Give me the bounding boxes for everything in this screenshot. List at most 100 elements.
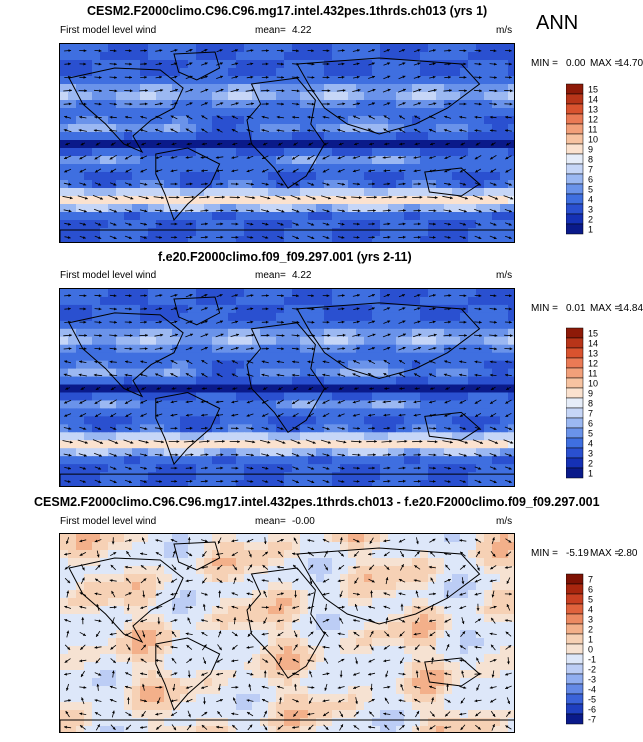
panel-3-max-label: MAX = (590, 548, 621, 559)
colorbar-tick-label: -4 (588, 685, 596, 695)
colorbar-swatch (566, 93, 584, 105)
colorbar-tick-label: 5 (588, 429, 593, 439)
colorbar-tick-label: 1 (588, 469, 593, 479)
colorbar-swatch (566, 163, 584, 175)
colorbar-tick-label: 5 (588, 595, 593, 605)
colorbar-swatch (566, 397, 584, 409)
colorbar-tick-label: 7 (588, 409, 593, 419)
colorbar-tick-label: 9 (588, 145, 593, 155)
colorbar-swatch (566, 467, 584, 479)
colorbar-tick-label: 6 (588, 175, 593, 185)
panel-1-min-label: MIN = (531, 58, 558, 69)
panel-3-field-label: First model level wind (60, 516, 157, 527)
colorbar-tick-label: -2 (588, 665, 596, 675)
panel-2-min-label: MIN = (531, 303, 558, 314)
colorbar-tick-label: 9 (588, 389, 593, 399)
colorbar-tick-label: 5 (588, 185, 593, 195)
colorbar-swatch (566, 653, 584, 665)
colorbar-tick-label: 2 (588, 459, 593, 469)
colorbar-swatch (566, 703, 584, 715)
colorbar-swatch (566, 623, 584, 635)
wind-vectors (62, 49, 514, 240)
colorbar-swatch (566, 143, 584, 155)
colorbar-swatch (566, 103, 584, 115)
panel-3-min-label: MIN = (531, 548, 558, 559)
colorbar-swatch (566, 347, 584, 359)
panel-2-units: m/s (496, 270, 513, 281)
colorbar-tick-label: 2 (588, 625, 593, 635)
colorbar-tick-label: 8 (588, 155, 593, 165)
colorbar-swatch (566, 457, 584, 469)
colorbar-swatch (566, 693, 584, 705)
map-shading (60, 534, 514, 732)
colorbar-tick-label: 7 (588, 165, 593, 175)
colorbar-tick-label: 11 (588, 125, 597, 135)
panel-1-wind-map (59, 43, 515, 243)
colorbar-swatch (566, 387, 584, 399)
panel-3-mean-label: mean= (255, 516, 286, 527)
colorbar-tick-label: 13 (588, 349, 598, 359)
colorbar-tick-label: 14 (588, 95, 598, 105)
colorbar-tick-label: 4 (588, 195, 593, 205)
panel-3-wind-diff-map (59, 533, 515, 733)
colorbar-swatch (566, 153, 584, 165)
colorbar-swatch (566, 613, 584, 625)
colorbar-tick-label: 6 (588, 585, 593, 595)
colorbar-swatch (566, 123, 584, 135)
colorbar-swatch (566, 603, 584, 615)
panel-2-mean-value: 4.22 (292, 270, 312, 281)
panel-1-max-value: 14.70 (618, 58, 643, 69)
panel-1-field-label: First model level wind (60, 25, 157, 36)
colorbar-swatch (566, 357, 584, 369)
colorbar-tick-label: -7 (588, 715, 596, 725)
colorbar-tick-label: 8 (588, 399, 593, 409)
colorbar-swatch (566, 713, 584, 725)
colorbar-swatch (566, 203, 584, 215)
colorbar-tick-label: 10 (588, 379, 598, 389)
colorbar-swatch (566, 643, 584, 655)
colorbar-tick-label: 10 (588, 135, 598, 145)
colorbar-swatch (566, 337, 584, 349)
panel-1-title: CESM2.F2000climo.C96.C96.mg17.intel.432p… (87, 4, 488, 18)
colorbar-swatch (566, 583, 584, 595)
panel-2-mean-label: mean= (255, 270, 286, 281)
panel-3-title: CESM2.F2000climo.C96.C96.mg17.intel.432p… (34, 495, 600, 509)
wind-vectors (62, 294, 514, 484)
colorbar-tick-label: -6 (588, 705, 596, 715)
colorbar-tick-label: 4 (588, 439, 593, 449)
colorbar-tick-label: 3 (588, 449, 593, 459)
panel-1-mean-label: mean= (255, 25, 286, 36)
continent-outlines (60, 541, 514, 732)
panel-2-max-value: 14.84 (618, 303, 643, 314)
colorbar-swatch (566, 407, 584, 419)
colorbar-tick-label: 2 (588, 215, 593, 225)
colorbar-swatch (566, 223, 584, 235)
panel-3-units: m/s (496, 516, 513, 527)
colorbar-swatch (566, 437, 584, 449)
colorbar-swatch (566, 573, 584, 585)
season-label: ANN (536, 12, 579, 34)
panel-1-units: m/s (496, 25, 513, 36)
colorbar-swatch (566, 417, 584, 429)
colorbar-tick-label: 12 (588, 359, 598, 369)
colorbar-tick-label: 0 (588, 645, 593, 655)
colorbar-swatch (566, 213, 584, 225)
colorbar-swatch (566, 663, 584, 675)
colorbar-tick-label: 4 (588, 605, 593, 615)
colorbar-swatch (566, 113, 584, 125)
panel-2-min-value: 0.01 (566, 303, 586, 314)
panel-2-wind-map (59, 288, 515, 487)
colorbar-swatch (566, 83, 584, 95)
colorbar-tick-label: 15 (588, 85, 598, 95)
colorbar-tick-label: 3 (588, 615, 593, 625)
colorbar-swatch (566, 593, 584, 605)
wind-vectors (64, 537, 512, 731)
colorbar-tick-label: 14 (588, 339, 598, 349)
colorbar-tick-label: -1 (588, 655, 596, 665)
panel-3-min-value: -5.19 (566, 548, 589, 559)
colorbar-tick-label: 1 (588, 635, 593, 645)
panel-1-mean-value: 4.22 (292, 25, 312, 36)
colorbar-swatch (566, 193, 584, 205)
